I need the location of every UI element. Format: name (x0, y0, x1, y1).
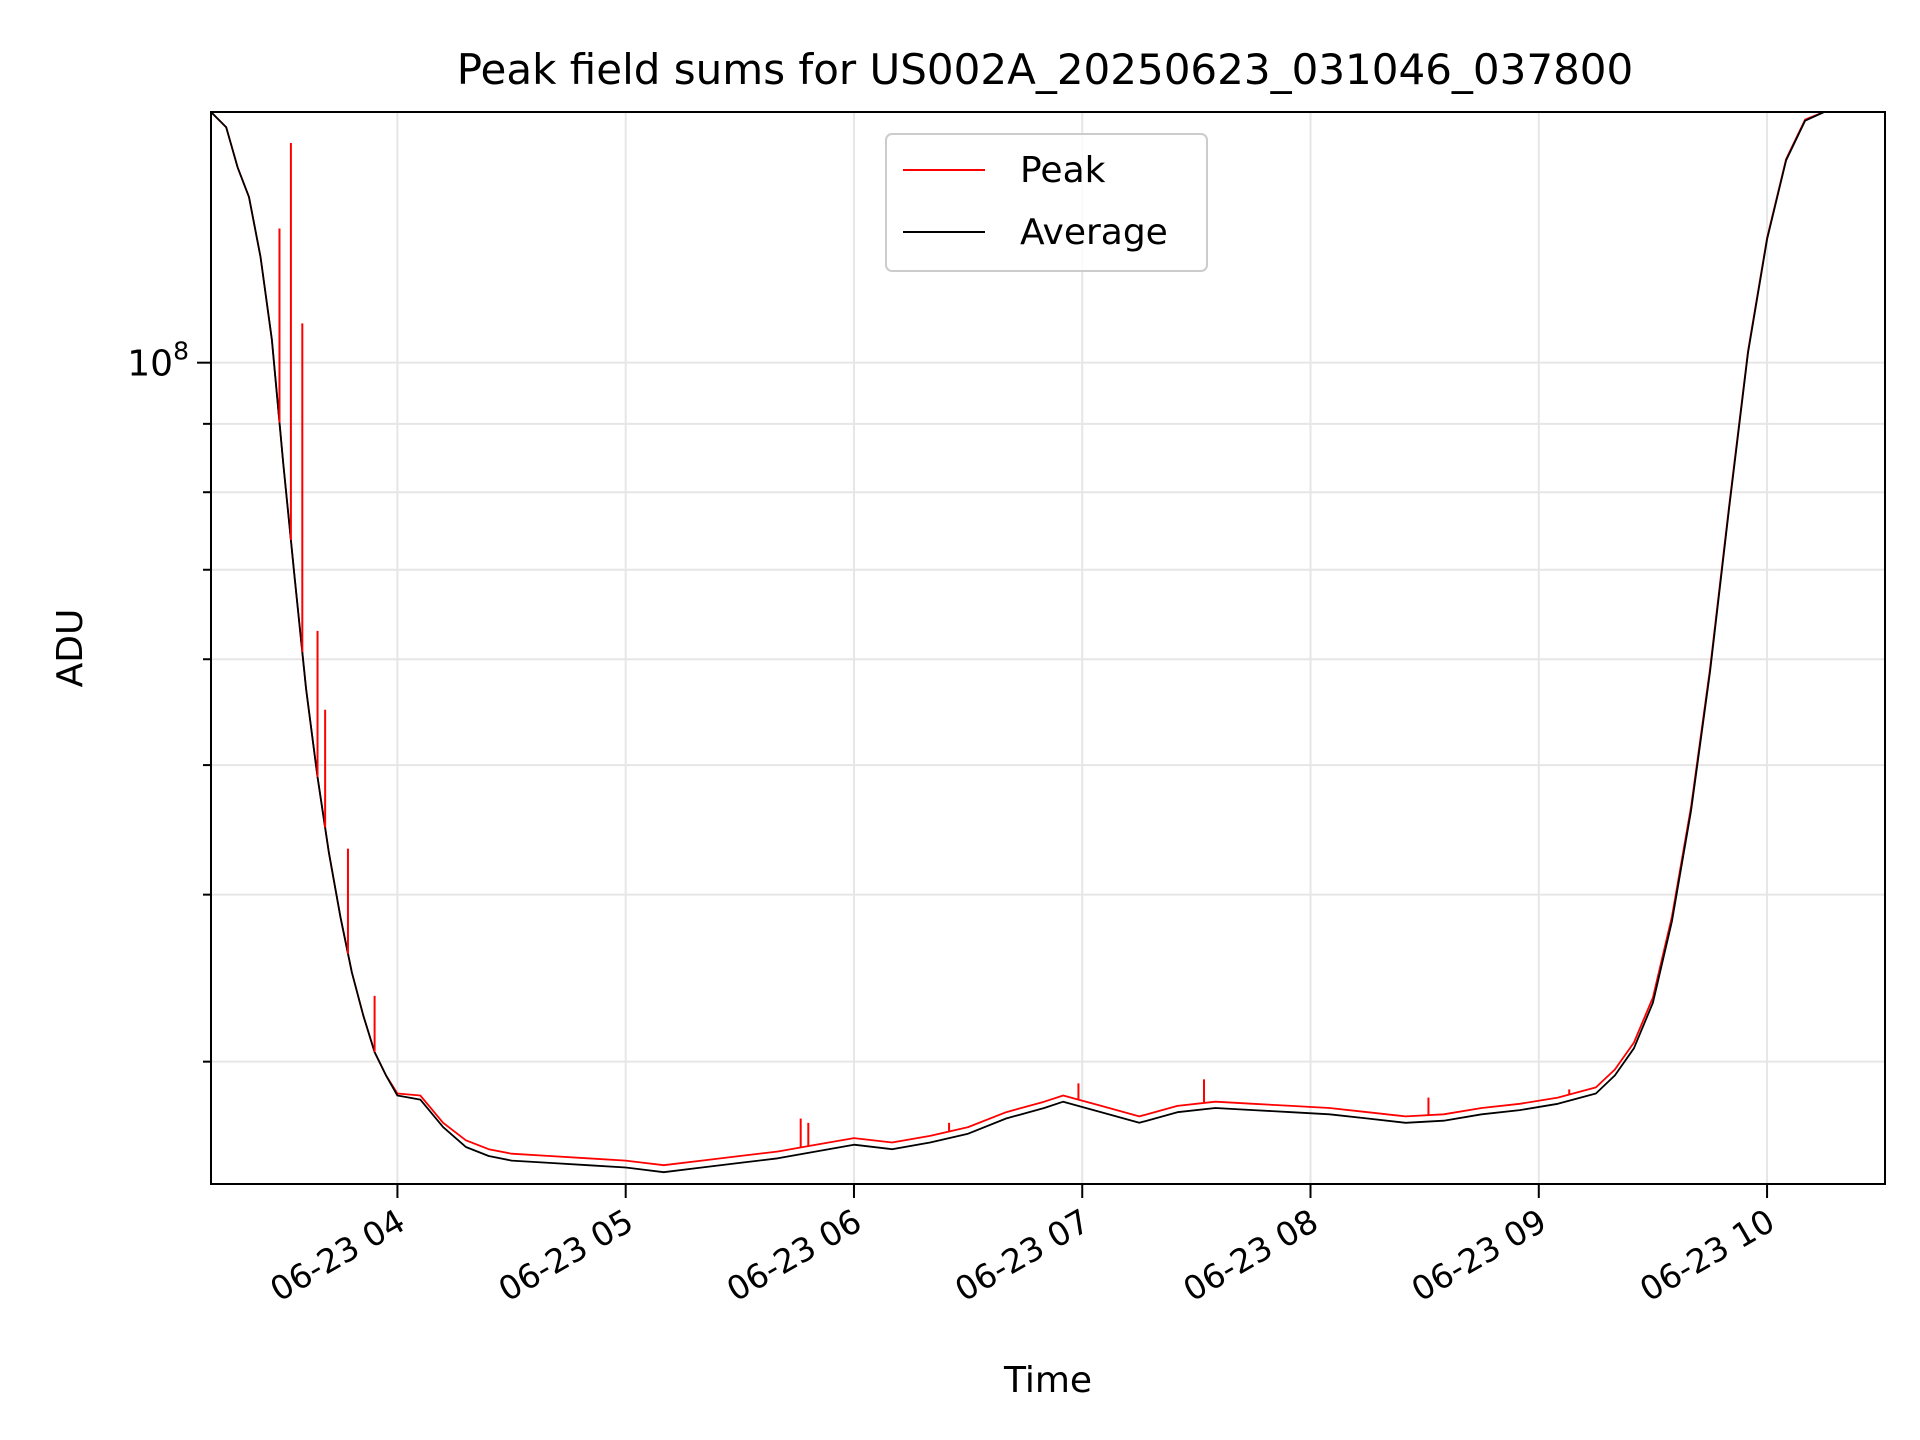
legend-label-average: Average (1020, 212, 1168, 253)
x-axis-label: Time (1003, 1360, 1092, 1401)
grid (211, 112, 1885, 1184)
chart-title: Peak field sums for US002A_20250623_0310… (457, 45, 1634, 94)
y-tick-label: 108 (127, 337, 189, 385)
legend-box (885, 133, 1208, 272)
legend-label-peak: Peak (1020, 150, 1106, 191)
legend: Peak Average (885, 133, 1208, 272)
plot-frame (210, 111, 1886, 1185)
plot-area (210, 111, 1885, 1174)
y-axis: 108 (127, 337, 211, 1063)
series-line-average (210, 111, 1885, 1174)
y-axis-label: ADU (50, 609, 91, 688)
